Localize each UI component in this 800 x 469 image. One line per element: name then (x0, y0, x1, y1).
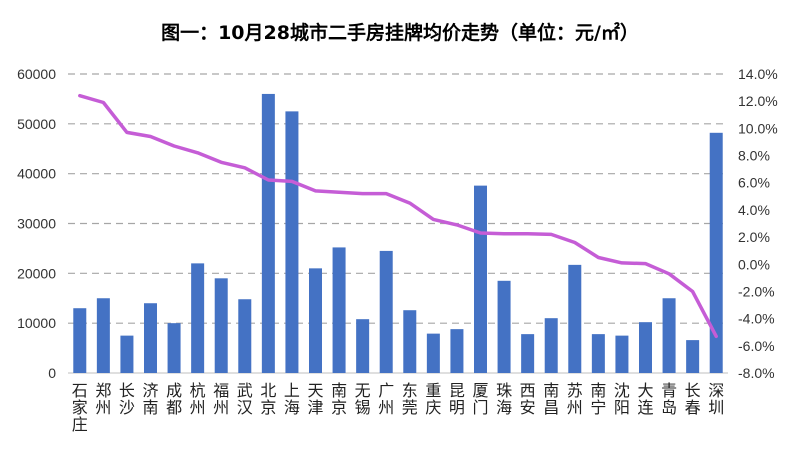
category-label: 石家庄 (72, 381, 88, 434)
category-label: 杭州 (190, 381, 206, 417)
category-label: 无锡 (355, 381, 371, 417)
y-right-tick-label: 2.0% (738, 229, 770, 245)
category-label: 福州 (213, 381, 229, 417)
category-label: 大连 (637, 381, 653, 417)
bar (191, 263, 205, 373)
line-path (78, 93, 718, 339)
y-right-tick-label: 10.0% (738, 120, 778, 136)
y-left-tick-label: 40000 (17, 166, 56, 182)
category-label: 长沙 (119, 381, 135, 417)
y-right-tick-label: -6.0% (738, 338, 775, 354)
category-label: 成都 (166, 381, 182, 417)
y-left-tick-label: 50000 (17, 116, 56, 132)
category-label: 珠海 (496, 381, 512, 417)
bar (379, 250, 393, 373)
category-label: 长春 (685, 381, 701, 417)
category-label: 苏州 (567, 381, 583, 417)
bar (426, 333, 440, 373)
y-left-tick-label: 30000 (17, 216, 56, 232)
y-right-tick-label: -2.0% (738, 283, 775, 299)
y-right-tick-label: 8.0% (738, 148, 770, 164)
bar (497, 280, 511, 373)
bar (167, 323, 181, 373)
y-axis-right: -8.0% -6.0% -4.0% -2.0% 0.0% 2.0% 4.0% 6.0% 8.0%… (738, 66, 778, 381)
bar (238, 299, 252, 373)
category-label: 济南 (142, 381, 158, 417)
bar (615, 335, 629, 373)
bar (568, 264, 582, 373)
bar (639, 322, 652, 373)
y-axis-left: 0 10000 20000 30000 40000 50000 60000 (17, 66, 56, 381)
category-label: 昆明 (449, 381, 465, 417)
category-label: 厦门 (472, 381, 488, 417)
bar-series (73, 93, 723, 373)
grid-lines (68, 73, 728, 374)
category-label: 西安 (520, 381, 536, 417)
bar (686, 340, 700, 373)
bar (261, 93, 275, 373)
x-axis: 石家庄郑州长沙济南成都杭州福州武汉北京上海天津南京无锡广州东莞重庆昆明厦门珠海西… (72, 381, 724, 434)
category-label: 郑州 (95, 381, 111, 417)
y-right-tick-label: 14.0% (738, 66, 778, 82)
bar (544, 318, 558, 373)
category-label: 北京 (260, 381, 276, 417)
y-right-tick-label: 4.0% (738, 202, 770, 218)
bar (662, 298, 676, 373)
category-label: 东莞 (402, 381, 418, 417)
category-label: 青岛 (661, 381, 677, 417)
category-label: 沈阳 (614, 381, 630, 417)
bar (403, 310, 417, 373)
category-label: 天津 (307, 381, 323, 417)
bar (214, 278, 228, 373)
bar (144, 303, 157, 373)
category-label: 南宁 (590, 381, 606, 417)
category-label: 上海 (284, 381, 300, 417)
bar (450, 329, 464, 373)
y-right-tick-label: 0.0% (738, 256, 770, 272)
bar (474, 185, 487, 373)
bar (709, 132, 723, 373)
category-label: 深圳 (708, 381, 724, 417)
y-left-tick-label: 0 (48, 365, 56, 381)
category-label: 南京 (331, 381, 347, 417)
y-right-tick-label: 12.0% (738, 93, 778, 109)
y-left-tick-label: 10000 (17, 315, 56, 331)
bar (521, 334, 535, 373)
bar (285, 111, 299, 373)
y-right-tick-label: -8.0% (738, 365, 775, 381)
bar (591, 334, 605, 373)
line-series (78, 93, 718, 339)
y-left-tick-label: 60000 (17, 66, 56, 82)
bar (309, 268, 322, 373)
category-label: 南昌 (543, 381, 559, 417)
category-label: 重庆 (425, 381, 441, 417)
bar (120, 335, 134, 373)
category-label: 广州 (378, 381, 394, 417)
bar (356, 319, 370, 373)
y-left-tick-label: 20000 (17, 265, 56, 281)
y-right-tick-label: 6.0% (738, 175, 770, 191)
y-right-tick-label: -4.0% (738, 311, 775, 327)
bar (332, 247, 346, 373)
bar (73, 308, 87, 373)
bar (96, 298, 110, 373)
category-label: 武汉 (237, 381, 253, 417)
chart-title: 图一：10月28城市二手房挂牌均价走势（单位：元/㎡） (161, 22, 639, 44)
